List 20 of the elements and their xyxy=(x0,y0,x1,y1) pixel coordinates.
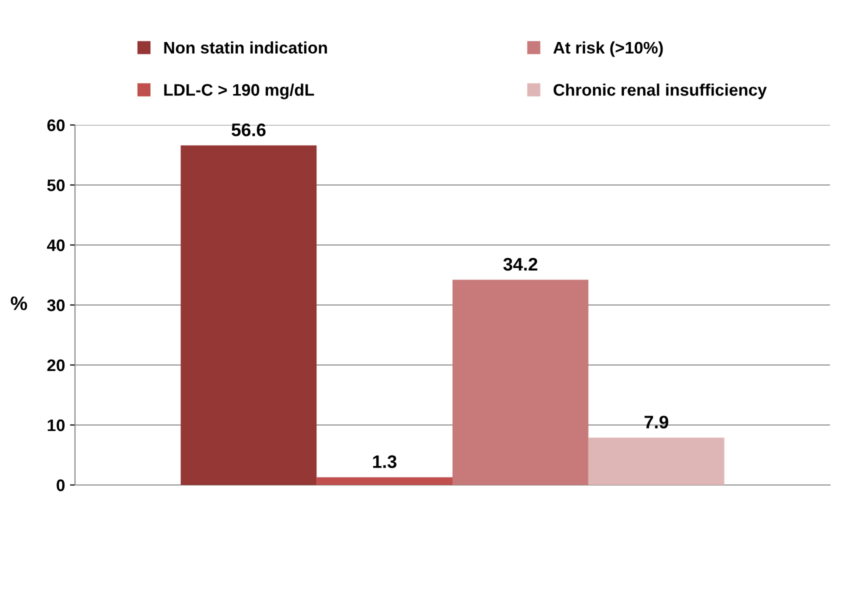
legend-label: Non statin indication xyxy=(164,41,327,54)
legend-label: Chronic renal insufficiency xyxy=(554,84,767,100)
data-label: 7.9 xyxy=(644,416,668,428)
y-tick-label: 60 xyxy=(47,119,65,132)
legend-label: LDL-C > 190 mg/dL xyxy=(164,84,314,100)
bar xyxy=(452,280,588,485)
y-tick-label: 0 xyxy=(56,479,65,492)
data-label: 34.2 xyxy=(503,258,538,271)
legend-label: At risk (>10%) xyxy=(553,41,663,57)
data-label: 56.6 xyxy=(232,123,266,136)
y-tick-label: 10 xyxy=(48,419,65,432)
bar xyxy=(180,145,317,485)
y-tick-label: 50 xyxy=(47,179,65,192)
y-axis-title: % xyxy=(10,296,28,310)
y-tick-label: 40 xyxy=(46,239,65,252)
bar xyxy=(316,477,452,485)
bar xyxy=(588,438,724,485)
data-label: 1.3 xyxy=(373,455,396,468)
y-tick-label: 20 xyxy=(47,359,65,372)
y-tick-label: 30 xyxy=(47,299,65,312)
